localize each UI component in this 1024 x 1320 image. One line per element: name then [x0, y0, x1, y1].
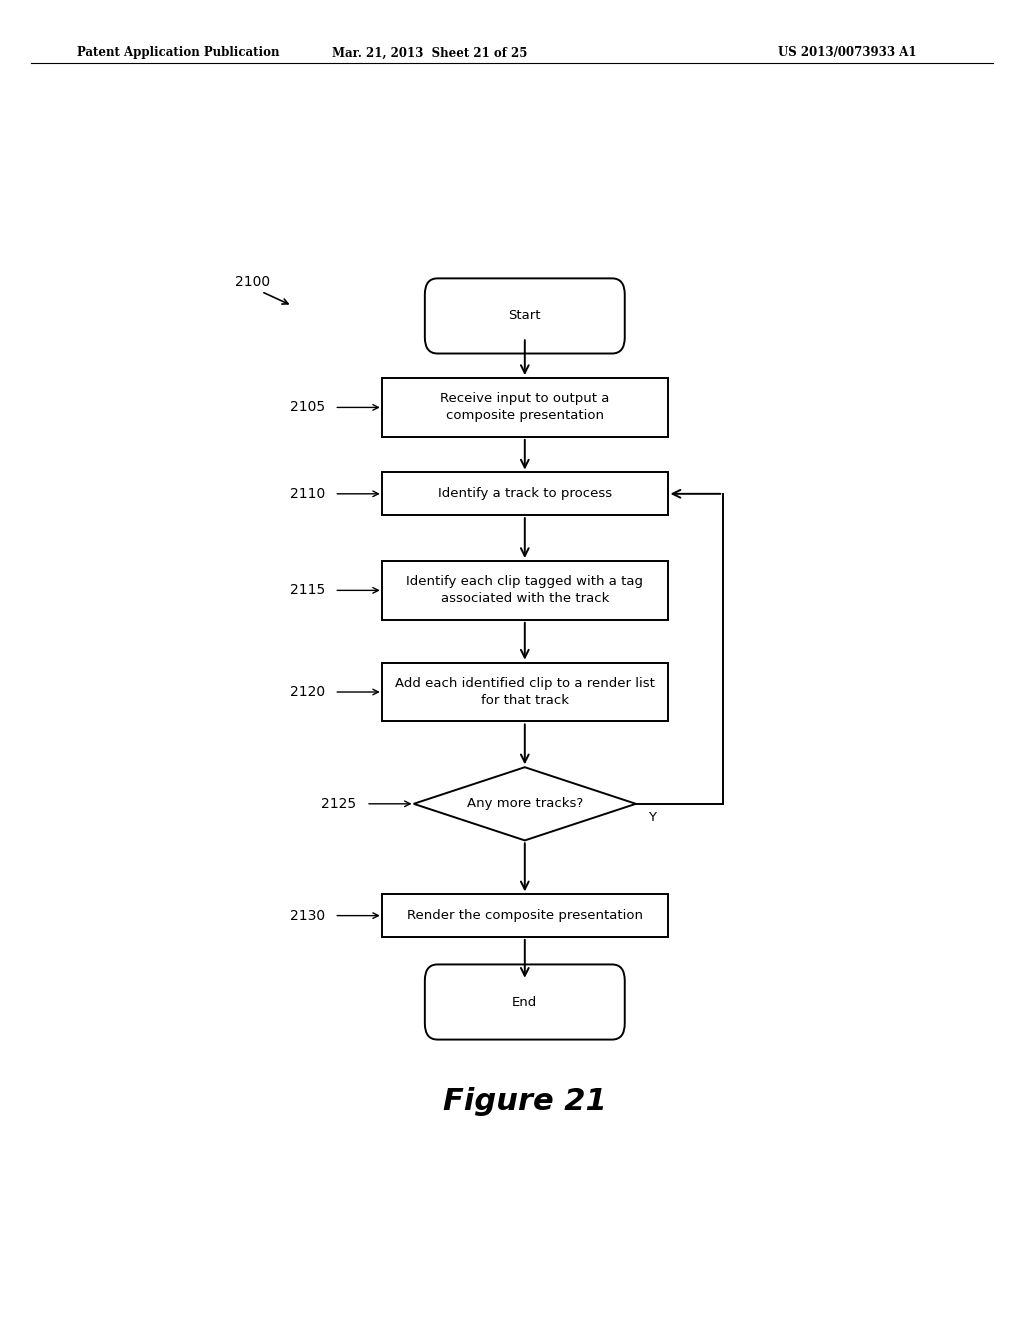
- Bar: [382, 378, 668, 437]
- Bar: [382, 473, 668, 515]
- FancyBboxPatch shape: [425, 965, 625, 1040]
- Bar: [382, 561, 668, 620]
- FancyBboxPatch shape: [425, 279, 625, 354]
- Text: Identify a track to process: Identify a track to process: [437, 487, 612, 500]
- Text: Identify each clip tagged with a tag
associated with the track: Identify each clip tagged with a tag ass…: [407, 576, 643, 606]
- Text: Render the composite presentation: Render the composite presentation: [407, 909, 643, 923]
- Text: 2100: 2100: [236, 276, 270, 289]
- Text: 2105: 2105: [290, 400, 325, 414]
- Bar: [382, 894, 668, 937]
- Bar: [382, 663, 668, 722]
- Text: Mar. 21, 2013  Sheet 21 of 25: Mar. 21, 2013 Sheet 21 of 25: [333, 46, 527, 59]
- Text: Any more tracks?: Any more tracks?: [467, 797, 583, 810]
- Text: 2125: 2125: [322, 797, 356, 810]
- Text: Receive input to output a
composite presentation: Receive input to output a composite pres…: [440, 392, 609, 422]
- Text: 2115: 2115: [290, 583, 325, 598]
- Text: 2130: 2130: [290, 908, 325, 923]
- Polygon shape: [414, 767, 636, 841]
- Text: End: End: [512, 995, 538, 1008]
- Text: Start: Start: [509, 309, 541, 322]
- Text: Y: Y: [648, 810, 655, 824]
- Text: 2120: 2120: [290, 685, 325, 700]
- Text: Figure 21: Figure 21: [443, 1088, 606, 1117]
- Text: Patent Application Publication: Patent Application Publication: [77, 46, 280, 59]
- Text: US 2013/0073933 A1: US 2013/0073933 A1: [778, 46, 916, 59]
- Text: Add each identified clip to a render list
for that track: Add each identified clip to a render lis…: [395, 677, 654, 708]
- Text: 2110: 2110: [290, 487, 325, 500]
